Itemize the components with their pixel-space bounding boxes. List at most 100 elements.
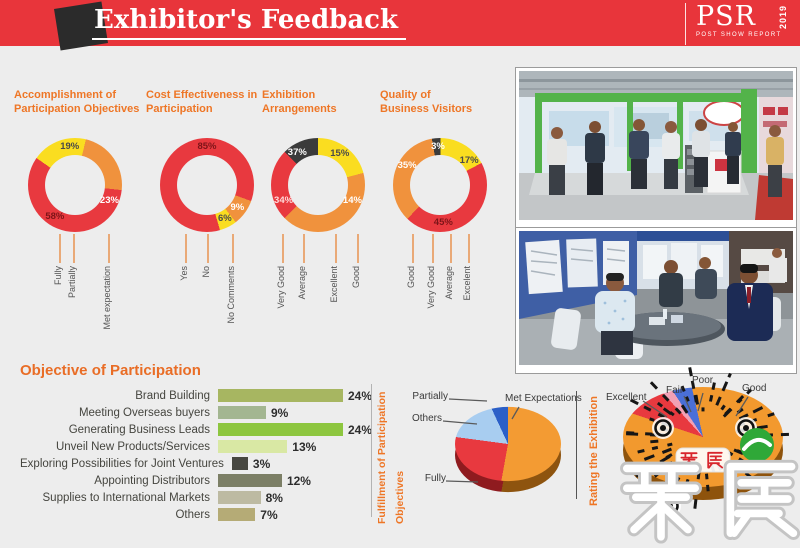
qr-dash: [704, 473, 709, 480]
qr-dash: [656, 401, 664, 408]
bar-label: Brand Building: [135, 389, 210, 402]
pie-label: Others: [411, 413, 442, 424]
qr-dash: [661, 393, 670, 402]
donut-ring: 19% 23% 58%: [28, 138, 122, 232]
segment-value-label: 34%: [274, 195, 294, 207]
qr-dash: [722, 408, 733, 418]
pie-label: Poor: [692, 375, 714, 386]
legend-leader-line: [282, 234, 284, 263]
juzhan-watermark: [612, 452, 800, 548]
qr-dash: [657, 412, 665, 419]
legend-label: Average: [444, 266, 454, 300]
qr-dash: [651, 445, 659, 451]
legend-leader-line: [432, 234, 434, 263]
qr-dash: [694, 394, 700, 405]
legend-label: Excelent: [462, 266, 472, 301]
bar-row: Unveil New Products/Services 13%: [20, 438, 372, 455]
pie-label: Good: [742, 383, 767, 394]
bar: [218, 440, 288, 453]
bar: [218, 491, 261, 504]
pie-label: Excellent: [606, 392, 647, 403]
donut-title: Quality of Business Visitors: [380, 89, 473, 116]
bar-row: Appointing Distributors 12%: [20, 472, 372, 489]
legend-leader-line: [59, 234, 61, 263]
qr-dash: [650, 439, 659, 444]
exhibition-booth-photo-image: [519, 71, 793, 220]
fulfillment-axis-title: Fulfillment of Participation Objectives: [376, 391, 406, 524]
legend-leader-line: [335, 234, 337, 263]
qr-dash: [669, 411, 675, 417]
bar-value: 24%: [347, 422, 372, 437]
qr-dash: [649, 381, 659, 390]
segment-value-label: 6%: [217, 212, 232, 224]
bar-value: 8%: [265, 490, 283, 505]
pie-label: Fully: [424, 473, 446, 484]
qr-badge-char-2: [707, 451, 724, 469]
legend-label: Very Good: [276, 266, 286, 309]
qr-dash: [767, 412, 775, 418]
header: Exhibitor's Feedback PSR 2019 POST SHOW …: [0, 0, 800, 51]
green-brand-logo-icon: [740, 428, 774, 462]
donut-ring: 85% 9% 6%: [160, 138, 254, 232]
segment-value-label: 85%: [197, 141, 217, 152]
segment-value-label: 37%: [287, 147, 307, 159]
juzhan-watermark-text: [620, 459, 800, 544]
qr-dash: [674, 407, 682, 415]
pie-label: Partially: [412, 391, 448, 402]
qr-dash: [711, 382, 716, 390]
segment-value-label: 17%: [459, 154, 479, 166]
bar-value: 3%: [252, 456, 271, 471]
business-meeting-photo: [515, 227, 797, 374]
legend-label: Fully: [53, 266, 63, 286]
legend-label: Good: [406, 266, 416, 289]
bar: [218, 406, 266, 419]
bar-label: Unveil New Products/Services: [55, 440, 210, 453]
donut-chart-accomplishment: Accomplishment of Participation Objectiv…: [14, 88, 144, 385]
qr-finder-dot-icon: [660, 425, 666, 431]
objective-bar-chart: Objective of Participation Brand Buildin…: [20, 362, 372, 523]
bar-label: Others: [175, 508, 210, 521]
qr-dash: [680, 404, 689, 414]
pie-label: Fair: [666, 385, 684, 396]
legend-leader-line: [468, 234, 470, 263]
bar-value: 7%: [260, 507, 278, 522]
qr-finder-dot-icon: [743, 425, 749, 431]
psr-logo-text: PSR: [696, 1, 756, 32]
legend-label: Good: [351, 266, 361, 289]
legend-label: Very Good: [426, 266, 436, 309]
donut-ring: 15% 14% 34% 37%: [271, 138, 365, 232]
psr-logo: PSR 2019 POST SHOW REPORT: [685, 1, 788, 45]
rating-divider-line: [576, 391, 577, 499]
qr-dash: [693, 498, 698, 509]
pie-top: [455, 406, 561, 482]
watermark-char-1: [620, 461, 702, 544]
bar: [218, 474, 282, 487]
bar-label: Exploring Possibilities for Joint Ventur…: [20, 457, 224, 470]
segment-value-label: 35%: [397, 160, 417, 171]
qr-dash: [637, 449, 645, 454]
legend-leader-line: [232, 234, 234, 263]
legend-label: No: [201, 266, 211, 278]
segment-value-label: 45%: [433, 216, 453, 228]
bar-label: Appointing Distributors: [94, 474, 210, 487]
exhibition-booth-photo: [515, 67, 797, 229]
qr-dash: [685, 396, 690, 402]
watermark-char-2-strokes: [726, 462, 798, 538]
bar: [218, 508, 256, 521]
qr-badge-char-2-strokes: [707, 451, 724, 469]
bar-label: Supplies to International Markets: [42, 491, 210, 504]
bar-label: Meeting Overseas buyers: [78, 406, 210, 419]
bar-chart-divider-line: [371, 384, 372, 517]
donut-ring: 3% 17% 45% 35%: [393, 138, 487, 232]
bar: [218, 389, 343, 402]
legend-label: Excellent: [329, 266, 339, 303]
legend-leader-line: [207, 234, 209, 263]
qr-dash: [733, 448, 744, 455]
segment-value-label: 15%: [330, 147, 350, 159]
legend-leader-line: [450, 234, 452, 263]
qr-dash: [680, 385, 686, 392]
donut-title: Cost Effectiveness in Participation: [146, 89, 258, 116]
segment-value-label: 23%: [99, 195, 119, 207]
qr-dash: [706, 484, 710, 492]
